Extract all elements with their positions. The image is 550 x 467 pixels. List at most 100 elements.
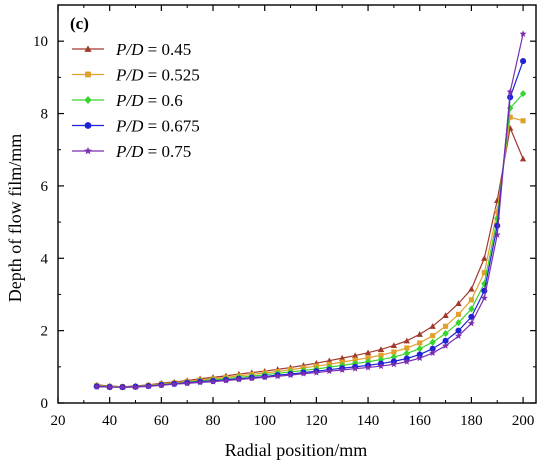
- data-point: [520, 118, 526, 124]
- data-point: [404, 345, 410, 351]
- legend-label-value: = 0.45: [143, 40, 191, 59]
- data-point: [519, 155, 527, 162]
- data-point: [455, 300, 462, 307]
- data-point: [443, 323, 449, 329]
- data-point: [365, 355, 371, 361]
- data-point: [84, 146, 92, 155]
- legend-label-var: P/D: [115, 91, 144, 110]
- data-point: [378, 352, 384, 358]
- data-point: [391, 349, 397, 355]
- data-point: [119, 383, 127, 391]
- data-point: [494, 222, 501, 229]
- legend-label-var: P/D: [115, 66, 144, 85]
- data-point: [429, 345, 436, 352]
- data-point: [493, 231, 501, 238]
- data-point: [170, 380, 178, 388]
- x-axis-title: Radial position/mm: [225, 440, 368, 460]
- legend-item-2: P/D = 0.525: [72, 66, 200, 85]
- data-point: [468, 313, 475, 320]
- data-point: [455, 311, 462, 317]
- data-point: [312, 368, 320, 376]
- data-point: [417, 340, 423, 346]
- x-tick-label: 80: [206, 413, 221, 429]
- series-line: [96, 125, 524, 388]
- data-point: [93, 383, 101, 390]
- data-point: [506, 88, 514, 95]
- data-point: [274, 372, 282, 380]
- x-tick-label: 60: [154, 413, 169, 429]
- legend-label: P/D = 0.45: [115, 40, 191, 59]
- data-point: [403, 337, 411, 344]
- x-tick-label: 200: [512, 413, 535, 429]
- data-point: [377, 362, 385, 370]
- data-point: [339, 354, 346, 361]
- data-point: [403, 349, 411, 357]
- data-point: [287, 371, 295, 379]
- data-point: [429, 338, 436, 346]
- legend-label-var: P/D: [115, 142, 144, 161]
- data-point: [416, 345, 423, 353]
- y-tick-label: 0: [41, 396, 49, 412]
- data-point: [299, 370, 307, 377]
- data-point: [248, 374, 256, 382]
- data-point: [209, 377, 217, 385]
- y-tick-label: 8: [41, 107, 49, 123]
- data-point: [442, 330, 449, 338]
- y-tick-label: 2: [41, 324, 49, 340]
- axes: 20 40 60 80 100 120 140 160 180 200 0 2 4 6 8 10: [33, 4, 537, 429]
- series-1: [93, 124, 527, 390]
- legend-label-value: = 0.6: [143, 91, 182, 110]
- data-point: [364, 363, 372, 371]
- data-point: [84, 122, 92, 129]
- data-point: [235, 375, 243, 383]
- legend-item-4: P/D = 0.675: [72, 117, 200, 136]
- series-5: [93, 30, 527, 391]
- data-point: [416, 331, 423, 337]
- data-point: [468, 297, 474, 303]
- x-tick-label: 180: [460, 413, 483, 429]
- data-point: [261, 373, 269, 381]
- data-point: [416, 354, 424, 362]
- data-point: [520, 58, 527, 65]
- data-point: [429, 349, 437, 357]
- data-point: [454, 332, 462, 340]
- data-point: [222, 376, 230, 384]
- data-point: [455, 319, 462, 327]
- x-tick-label: 120: [305, 413, 328, 429]
- data-point: [377, 346, 385, 353]
- legend-item-5: P/D = 0.75: [72, 142, 191, 161]
- plot-frame: [57, 4, 537, 404]
- data-point: [442, 342, 450, 349]
- data-point: [183, 379, 191, 387]
- data-point: [519, 30, 527, 37]
- data-point: [84, 96, 92, 104]
- data-point: [106, 383, 114, 391]
- data-point: [352, 357, 358, 363]
- legend-label-value: = 0.75: [143, 142, 191, 161]
- legend-label-var: P/D: [115, 40, 144, 59]
- data-point: [196, 378, 204, 386]
- data-point: [494, 208, 500, 214]
- series-line: [96, 33, 524, 389]
- y-tick-label: 4: [41, 251, 49, 267]
- data-point: [390, 360, 398, 368]
- data-point: [85, 71, 91, 78]
- data-point: [364, 349, 372, 356]
- data-point: [157, 381, 165, 389]
- data-point: [519, 90, 527, 98]
- data-point: [481, 255, 488, 261]
- data-point: [455, 327, 462, 334]
- data-point: [144, 382, 152, 390]
- data-point: [468, 285, 475, 292]
- legend-label: P/D = 0.525: [115, 66, 200, 85]
- legend-item-3: P/D = 0.6: [72, 91, 183, 110]
- data-point: [403, 358, 411, 365]
- legend-label: P/D = 0.6: [115, 91, 183, 110]
- data-point: [429, 323, 436, 329]
- data-point: [351, 364, 359, 372]
- data-point: [442, 312, 449, 318]
- data-point: [480, 294, 488, 302]
